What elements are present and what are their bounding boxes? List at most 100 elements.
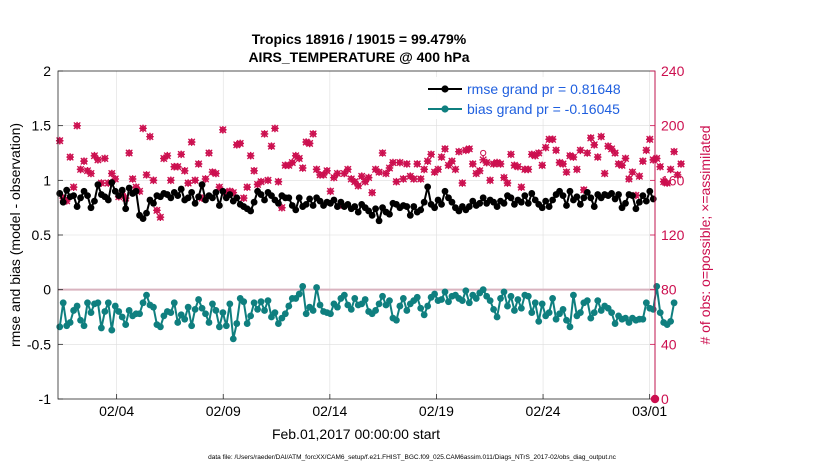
bias-point [340, 291, 348, 299]
bias-point [563, 316, 570, 324]
rmse-point [184, 194, 192, 202]
rmse-point [122, 205, 130, 213]
footer-data-file: data file: /Users/raeder/DAI/ATM_forcXX/… [208, 454, 617, 461]
rmse-point [351, 203, 359, 210]
obs-assimilated-point [180, 166, 189, 175]
obs-assimilated-point [344, 165, 352, 174]
bias-point [136, 310, 143, 318]
x-tick-label: 02/14 [312, 403, 347, 419]
bias-point [570, 291, 577, 299]
obs-assimilated-point [80, 157, 88, 165]
bias-point [302, 310, 310, 318]
x-tick-label: 02/19 [419, 403, 454, 419]
bias-point [552, 315, 560, 323]
obs-assimilated-point [534, 149, 543, 157]
rmse-point [417, 206, 425, 214]
rmse-point [590, 203, 598, 210]
bias-point [181, 315, 189, 323]
bias-point [73, 302, 81, 310]
legend-bias-label: bias grand pr = -0.16045 [467, 101, 620, 117]
bias-point [538, 300, 546, 308]
obs-assimilated-point [514, 162, 522, 171]
bias-point [656, 309, 664, 317]
obs-assimilated-point [576, 146, 585, 155]
obs-assimilated-point [614, 160, 623, 168]
bias-point [517, 304, 525, 312]
rmse-point [649, 195, 657, 203]
rmse-point [195, 193, 202, 201]
rmse-point [125, 184, 133, 192]
rmse-point [549, 196, 557, 204]
rmse-point [521, 192, 529, 200]
end-marker-dot [650, 394, 660, 404]
y-axis-left: -1 -0.5 0 0.5 1 1.5 2 [27, 63, 63, 407]
rmse-point [642, 197, 650, 205]
bias-point [514, 296, 522, 303]
bias-point [497, 295, 504, 302]
obs-assimilated-point [201, 175, 210, 183]
rmse-point [261, 196, 268, 204]
obs-assimilated-point [153, 206, 161, 215]
obs-assimilated-point [441, 145, 449, 153]
rmse-point [250, 198, 258, 206]
obs-assimilated-point [566, 151, 574, 160]
bias-point [386, 297, 393, 304]
obs-assimilated-point [139, 124, 147, 133]
bias-point [115, 308, 123, 315]
obs-assimilated-point [503, 179, 512, 187]
rmse-point [608, 190, 616, 197]
obs-assimilated-point [677, 160, 685, 168]
bias-point [566, 323, 574, 331]
bias-point [84, 299, 91, 307]
obs-assimilated-point [444, 161, 453, 170]
obs-assimilated-point [236, 139, 245, 148]
obs-assimilated-point [132, 183, 140, 191]
bias-point [59, 299, 67, 307]
bias-point [202, 310, 209, 318]
obs-assimilated-point [194, 160, 203, 168]
rmse-point [73, 203, 81, 210]
obs-assimilated-point [385, 164, 394, 172]
bias-point [507, 292, 515, 300]
rmse-point [275, 199, 282, 207]
y-left-tick-label: 1.5 [32, 118, 52, 134]
obs-assimilated-point [368, 188, 376, 197]
rmse-point [215, 202, 223, 209]
obs-assimilated-point [486, 176, 494, 185]
obs-assimilated-point [309, 130, 317, 138]
rmse-point [143, 209, 150, 217]
x-axis-label: Feb.01,2017 00:00:00 start [272, 426, 440, 442]
obs-assimilated-point [87, 169, 95, 178]
obs-assimilated-point [222, 188, 231, 197]
obs-assimilated-point [482, 158, 491, 167]
obs-assimilated-point [652, 154, 661, 163]
rmse-point [372, 205, 379, 213]
obs-assimilated-point [403, 160, 411, 168]
obs-assimilated-point [101, 154, 109, 163]
bias-point [184, 303, 192, 311]
obs-assimilated-point [396, 158, 404, 167]
end-marker-layer [650, 394, 660, 404]
obs-assimilated-point [462, 146, 470, 155]
bias-point [215, 323, 223, 331]
obs-assimilated-point [639, 157, 647, 165]
rmse-point [639, 192, 647, 200]
obs-assimilated-point [437, 153, 446, 161]
x-tick-label: 03/01 [632, 403, 667, 419]
obs-assimilated-point [448, 157, 456, 165]
obs-assimilated-point [541, 143, 550, 152]
obs-assimilated-point [573, 165, 581, 174]
obs-assimilated-point [146, 132, 154, 141]
bias-point [372, 307, 379, 314]
bias-point [611, 320, 619, 327]
bias-point [524, 292, 532, 300]
bias-point [174, 319, 182, 326]
obs-assimilated-point [656, 162, 665, 171]
obs-assimilated-point [167, 176, 175, 185]
bias-point [56, 323, 64, 331]
bias-point [118, 313, 126, 321]
obs-assimilated-point [489, 160, 498, 168]
obs-assimilated-point [76, 165, 85, 174]
bias-point [438, 296, 445, 303]
obs-assimilated-point [413, 160, 422, 168]
